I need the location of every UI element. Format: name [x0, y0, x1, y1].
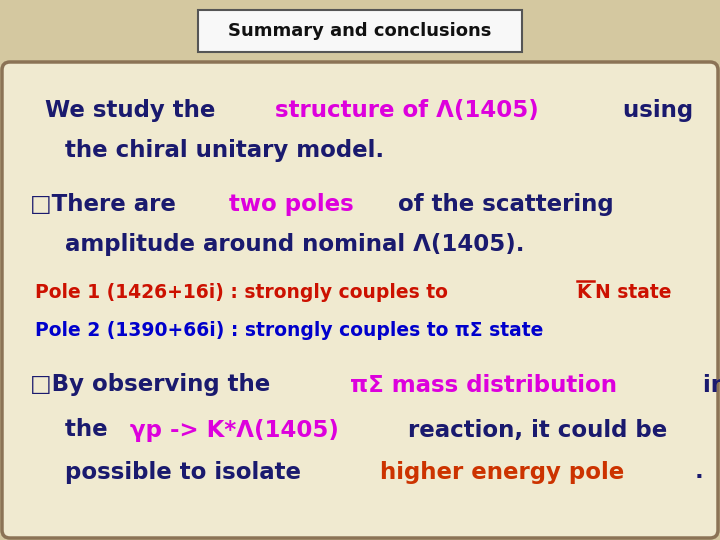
Text: □There are: □There are [30, 193, 184, 217]
Text: N state: N state [595, 282, 671, 301]
Text: the chiral unitary model.: the chiral unitary model. [65, 138, 384, 161]
Text: possible to isolate: possible to isolate [65, 461, 309, 483]
Text: πΣ mass distribution: πΣ mass distribution [351, 374, 617, 396]
FancyBboxPatch shape [198, 10, 522, 52]
FancyBboxPatch shape [2, 62, 718, 538]
Text: γp -> K*Λ(1405): γp -> K*Λ(1405) [130, 418, 339, 442]
Text: amplitude around nominal Λ(1405).: amplitude around nominal Λ(1405). [65, 233, 524, 256]
Text: Summary and conclusions: Summary and conclusions [228, 22, 492, 40]
Text: reaction, it could be: reaction, it could be [400, 418, 667, 442]
Text: of the scattering: of the scattering [390, 193, 613, 217]
Text: two poles: two poles [228, 193, 354, 217]
Text: Pole 2 (1390+66i) : strongly couples to πΣ state: Pole 2 (1390+66i) : strongly couples to … [35, 321, 544, 340]
Text: the: the [65, 418, 116, 442]
Text: structure of Λ(1405): structure of Λ(1405) [275, 98, 539, 122]
Text: K: K [576, 282, 590, 301]
Text: in: in [695, 374, 720, 396]
Text: We study the: We study the [45, 98, 223, 122]
Text: using: using [616, 98, 693, 122]
Text: higher energy pole: higher energy pole [380, 461, 624, 483]
Text: .: . [695, 461, 703, 483]
Text: Pole 1 (1426+16i) : strongly couples to: Pole 1 (1426+16i) : strongly couples to [35, 282, 454, 301]
Text: □By observing the: □By observing the [30, 374, 278, 396]
